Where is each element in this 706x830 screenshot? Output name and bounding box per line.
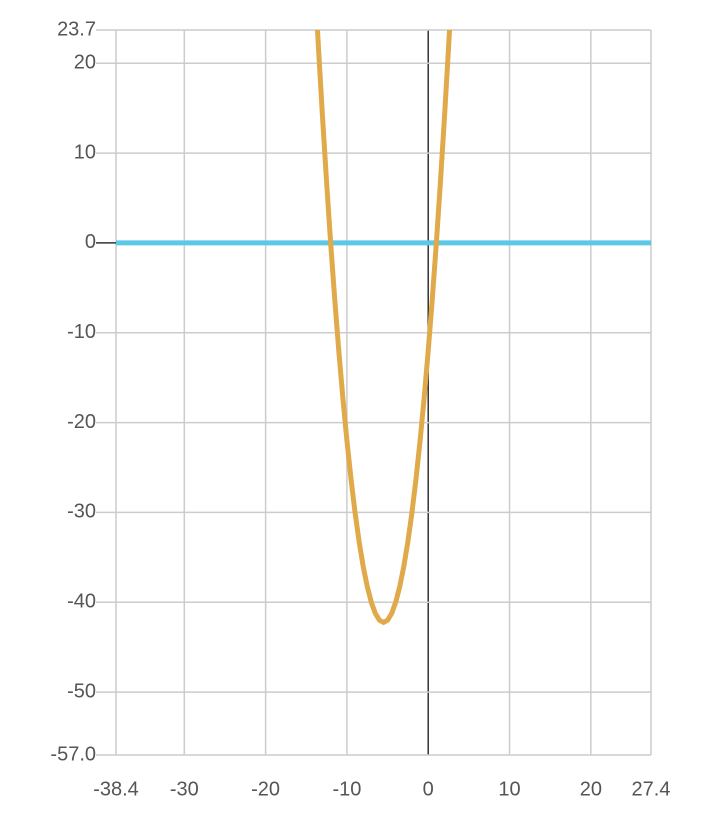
y-tick-label: 0 [85, 231, 96, 253]
x-tick-label: 20 [580, 778, 602, 800]
y-tick-label: -20 [67, 411, 96, 433]
y-tick-label: -10 [67, 321, 96, 343]
x-tick-label: 27.4 [632, 778, 671, 800]
x-tick-label: -30 [170, 778, 199, 800]
y-tick-label: 10 [74, 141, 96, 163]
function-curve [314, 30, 453, 625]
plot-area [116, 30, 651, 625]
y-tick-label: -50 [67, 680, 96, 702]
y-tick-label: -30 [67, 501, 96, 523]
y-tick-label: -57.0 [50, 743, 96, 765]
x-tick-label: -20 [251, 778, 280, 800]
x-tick-label: 0 [423, 778, 434, 800]
x-tick-label: 10 [498, 778, 520, 800]
y-tick-label: -40 [67, 591, 96, 613]
y-tick-label: 20 [74, 52, 96, 74]
x-tick-label: -10 [332, 778, 361, 800]
x-tick-label: -38.4 [93, 778, 139, 800]
labels: -38.4 -30 -20 -10 0 10 20 27.4 -57.0 -50 -40 -30 -20… [50, 18, 670, 800]
grid [96, 29, 652, 756]
y-tick-label: 23.7 [57, 18, 96, 40]
